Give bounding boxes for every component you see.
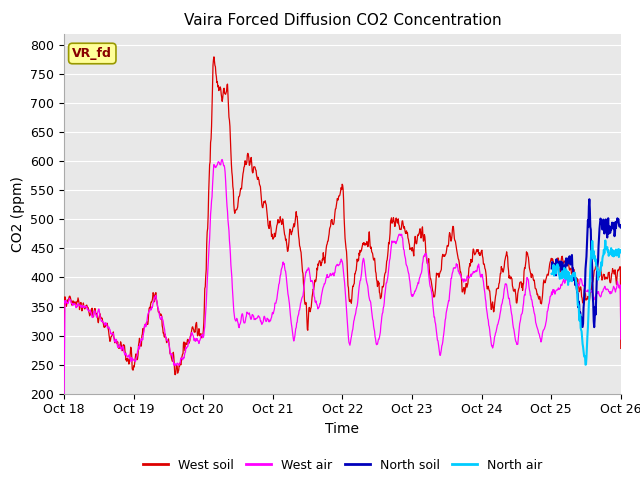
Y-axis label: CO2 (ppm): CO2 (ppm): [11, 176, 25, 252]
Title: Vaira Forced Diffusion CO2 Concentration: Vaira Forced Diffusion CO2 Concentration: [184, 13, 501, 28]
Text: VR_fd: VR_fd: [72, 47, 112, 60]
X-axis label: Time: Time: [325, 422, 360, 436]
Legend: West soil, West air, North soil, North air: West soil, West air, North soil, North a…: [138, 454, 547, 477]
